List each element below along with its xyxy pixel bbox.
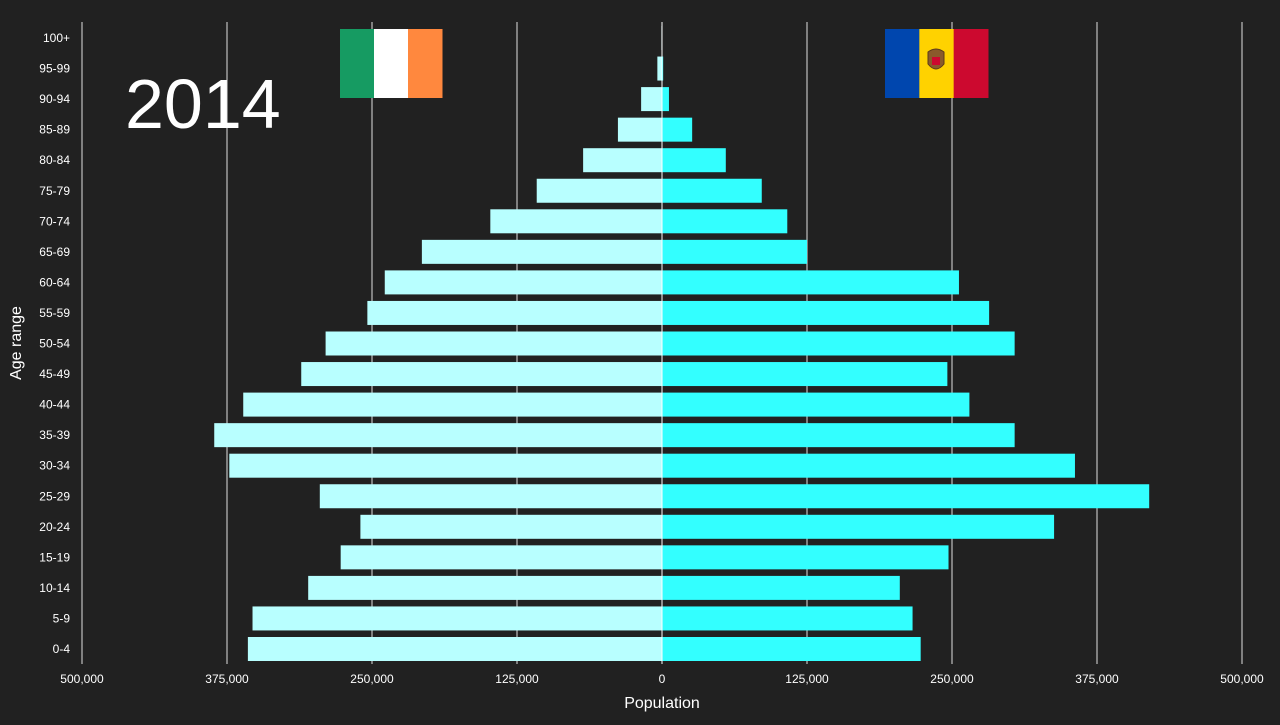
axis-layer: 500,000 375,000 250,000 125,000 0 125,000 250,… [39,22,1264,686]
bar-left [229,453,662,478]
y-tick-label: 95-99 [39,62,70,76]
x-tick-label: 500,000 [1220,672,1264,686]
bar-right [662,209,788,234]
ireland-flag-icon [340,29,443,98]
y-tick-label: 75-79 [39,184,70,198]
bar-left [421,239,662,264]
bar-right [662,606,913,631]
x-tick-label: 125,000 [785,672,829,686]
bar-right [662,300,990,325]
x-tick-label: 375,000 [205,672,249,686]
bar-left [247,637,662,661]
y-tick-label: 25-29 [39,489,70,503]
bar-right [662,392,970,417]
year-label: 2014 [125,65,281,143]
y-tick-label: 50-54 [39,337,70,351]
flag-stripe [340,29,375,98]
x-tick-label: 375,000 [1075,672,1119,686]
flag-stripe [885,29,920,98]
y-tick-label: 80-84 [39,153,70,167]
y-tick-label: 70-74 [39,214,70,228]
x-tick-label: 500,000 [60,672,104,686]
bar-right [662,148,726,173]
y-tick-label: 55-59 [39,306,70,320]
bar-right [662,484,1150,509]
x-tick-label: 125,000 [495,672,539,686]
x-axis-label: Population [624,695,700,712]
y-tick-label: 45-49 [39,367,70,381]
bar-left [583,148,662,173]
y-tick-label: 30-34 [39,459,70,473]
bar-left [243,392,663,417]
y-tick-label: 15-19 [39,550,70,564]
x-tick-label: 250,000 [930,672,974,686]
bars-layer [214,26,1150,661]
bar-left [360,514,662,539]
bar-left [641,87,662,112]
bar-left [490,209,662,234]
x-tick-label: 250,000 [350,672,394,686]
y-tick-label: 0-4 [53,642,71,656]
y-tick-label: 5-9 [53,611,71,625]
y-axis-label: Age range [8,306,25,380]
bar-right [662,453,1075,478]
bar-right [662,87,669,112]
bar-left [252,606,662,631]
y-tick-label: 20-24 [39,520,70,534]
bar-left [214,423,663,448]
bar-right [662,117,693,142]
flag-stripe [953,29,989,98]
bar-left [340,545,662,570]
bar-left [325,331,662,356]
bar-left [367,300,662,325]
y-tick-label: 35-39 [39,428,70,442]
bar-left [617,117,662,142]
bar-right [662,637,921,661]
y-tick-label: 40-44 [39,398,70,412]
bar-right [662,423,1015,448]
bar-left [657,56,662,81]
bar-right [662,545,949,570]
bar-left [384,270,662,295]
y-tick-label: 60-64 [39,275,70,289]
flag-stripe [408,29,443,98]
flag-stripe [374,29,409,98]
y-tick-label: 85-89 [39,123,70,137]
moldova-flag-icon [885,29,989,98]
y-tick-label: 100+ [43,31,70,45]
y-tick-label: 65-69 [39,245,70,259]
bar-right [662,362,948,387]
bar-right [662,178,762,203]
bar-left [536,178,662,203]
y-tick-label: 10-14 [39,581,70,595]
coat-of-arms-shield [932,57,940,65]
bar-right [662,56,664,81]
bar-right [662,331,1015,356]
bar-right [662,270,959,295]
bar-right [662,575,900,600]
bar-left [301,362,662,387]
bar-left [308,575,662,600]
bar-right [662,514,1055,539]
bar-right [662,239,807,264]
x-tick-label: 0 [659,672,666,686]
y-tick-label: 90-94 [39,92,70,106]
bar-left [319,484,662,509]
